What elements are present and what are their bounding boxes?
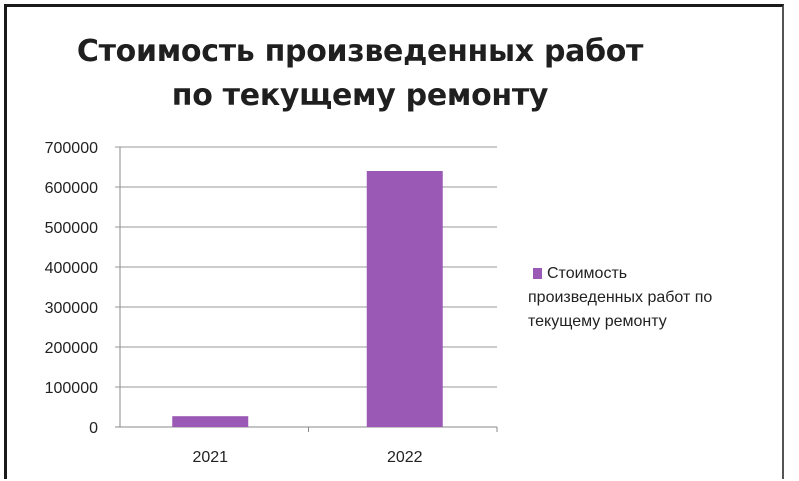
y-tick-label-0: 0	[89, 420, 98, 437]
y-tick-label-300000: 300000	[45, 300, 98, 317]
chart-title-line-2: по текущему ремонту	[171, 78, 549, 113]
bar-2022	[366, 171, 443, 427]
y-tick-label-500000: 500000	[45, 220, 98, 237]
y-tick-label-100000: 100000	[45, 380, 98, 397]
legend-label-line-1: Стоимость	[547, 265, 628, 282]
y-tick-label-400000: 400000	[45, 260, 98, 277]
x-tick-label-2021: 2021	[192, 449, 228, 466]
x-tick-label-2022: 2022	[387, 449, 423, 466]
y-tick-label-700000: 700000	[45, 140, 98, 157]
legend-label: Стоимость произведенных работ по текущем…	[528, 262, 787, 334]
chart-title-line-1: Стоимость произведенных работ	[76, 34, 644, 69]
y-tick-label-200000: 200000	[45, 340, 98, 357]
legend-label-line-2: произведенных работ по	[528, 289, 713, 306]
chart-title: Стоимость произведенных работ по текущем…	[40, 30, 680, 118]
chart-frame	[4, 4, 784, 479]
bar-2021	[172, 416, 249, 427]
y-tick-label-600000: 600000	[45, 180, 98, 197]
legend-swatch	[533, 268, 542, 279]
legend-label-line-3: текущему ремонту	[528, 313, 667, 330]
